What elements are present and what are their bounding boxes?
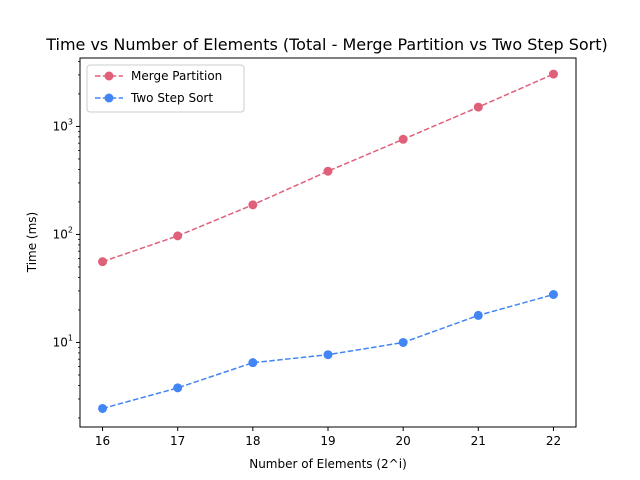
y-tick-label: 103 xyxy=(53,117,73,133)
x-tick-label: 19 xyxy=(320,434,335,448)
x-tick-label: 17 xyxy=(170,434,185,448)
data-point xyxy=(98,403,108,413)
x-tick-label: 22 xyxy=(546,434,561,448)
legend-marker xyxy=(104,93,114,103)
data-layer xyxy=(98,69,558,413)
legend-label: Two Step Sort xyxy=(130,91,213,105)
data-point xyxy=(173,231,183,241)
x-tick-label: 20 xyxy=(396,434,411,448)
legend-frame xyxy=(86,64,245,113)
data-point xyxy=(548,290,558,300)
data-point xyxy=(398,337,408,347)
x-tick-label: 21 xyxy=(471,434,486,448)
x-axis-label: Number of Elements (2^i) xyxy=(249,457,407,471)
x-tick-label: 18 xyxy=(245,434,260,448)
x-tick-label: 16 xyxy=(95,434,110,448)
data-point xyxy=(98,257,108,267)
data-point xyxy=(398,134,408,144)
data-point xyxy=(473,310,483,320)
data-point xyxy=(323,166,333,176)
data-point xyxy=(473,102,483,112)
y-tick-label: 101 xyxy=(53,333,73,349)
y-axis-label: Time (ms) xyxy=(25,212,39,274)
y-tick-label: 102 xyxy=(53,225,73,241)
data-point xyxy=(248,358,258,368)
chart-title: Time vs Number of Elements (Total - Merg… xyxy=(45,35,608,54)
data-point xyxy=(548,69,558,79)
legend-label: Merge Partition xyxy=(131,69,222,83)
data-point xyxy=(323,350,333,360)
x-axis-ticks: 16 17 18 19 20 21 22 xyxy=(95,427,561,448)
y-axis-ticks: 101 102 103 xyxy=(53,60,80,419)
legend-marker xyxy=(104,71,114,81)
legend: Merge Partition Two Step Sort xyxy=(86,64,245,113)
plot-area xyxy=(79,57,577,428)
data-point xyxy=(248,200,258,210)
data-point xyxy=(173,383,183,393)
